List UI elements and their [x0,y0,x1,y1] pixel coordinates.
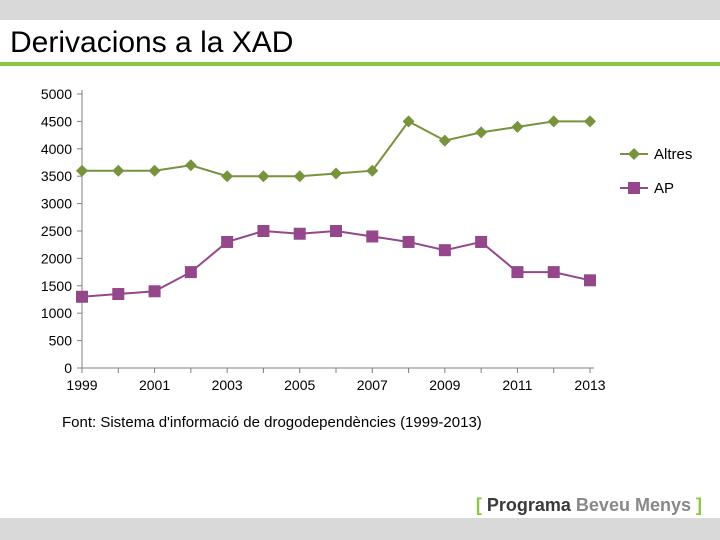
x-tick-label: 2009 [429,377,460,393]
x-tick-label: 2001 [139,377,170,393]
y-tick-label: 3500 [41,168,72,184]
y-tick-label: 4500 [41,113,72,129]
brand-word2: Beveu Menys [576,495,691,515]
x-tick-label: 2007 [357,377,388,393]
footer: [ Programa Beveu Menys ] [0,518,720,540]
legend-label: AP [654,180,674,197]
x-tick-label: 2011 [502,377,532,393]
chart-caption: Font: Sistema d'informació de drogodepen… [0,414,720,431]
marker-square [366,230,378,242]
y-tick-label: 5000 [41,86,72,102]
marker-square [439,244,451,256]
title-underline [0,62,720,66]
brand-logo: [ Programa Beveu Menys ] [476,495,702,516]
page-title: Derivacions a la XAD [0,20,720,62]
footer-band [0,518,720,540]
y-tick-label: 2000 [41,250,72,266]
marker-square [330,225,342,237]
marker-square [511,266,523,278]
x-tick-label: 2003 [212,377,243,393]
y-tick-label: 2500 [41,223,72,239]
marker-square [628,182,640,194]
marker-square [185,266,197,278]
bracket-right: ] [696,495,702,515]
marker-square [76,291,88,303]
y-tick-label: 1000 [41,305,72,321]
brand-word1: Programa [487,495,571,515]
bracket-left: [ [476,495,482,515]
marker-square [221,236,233,248]
chart-area: 0 500 1000 1500 2000 2500 3000 3500 4000 4500 5000… [0,78,720,408]
marker-square [294,228,306,240]
marker-square [475,236,487,248]
line-chart: 0 500 1000 1500 2000 2500 3000 3500 4000 4500 5000… [0,78,720,408]
y-tick-label: 0 [64,360,72,376]
y-tick-label: 3000 [41,196,72,212]
legend-label: Altres [654,146,692,163]
x-tick-label: 2005 [284,377,315,393]
top-band [0,0,720,20]
marker-square [548,266,560,278]
marker-square [112,288,124,300]
marker-square [257,225,269,237]
y-tick-label: 4000 [41,141,72,157]
marker-square [584,274,596,286]
marker-square [403,236,415,248]
x-tick-label: 1999 [66,377,97,393]
marker-square [149,285,161,297]
y-tick-label: 500 [49,333,73,349]
y-tick-label: 1500 [41,278,72,294]
x-tick-label: 2013 [574,377,605,393]
